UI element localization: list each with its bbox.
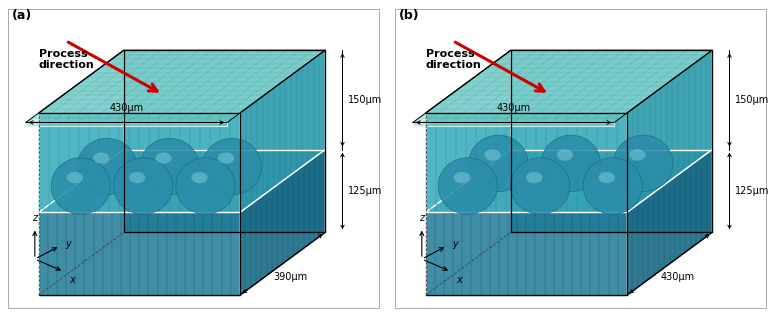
Polygon shape bbox=[240, 50, 325, 212]
Polygon shape bbox=[426, 149, 712, 212]
Ellipse shape bbox=[614, 135, 673, 192]
Text: 150μm: 150μm bbox=[348, 95, 382, 105]
Text: 125μm: 125μm bbox=[348, 186, 382, 196]
Text: 430μm: 430μm bbox=[496, 103, 531, 113]
Polygon shape bbox=[511, 50, 712, 149]
Text: z: z bbox=[33, 213, 37, 223]
Ellipse shape bbox=[202, 138, 262, 195]
Text: 150μm: 150μm bbox=[735, 95, 769, 105]
Text: Process
direction: Process direction bbox=[39, 49, 94, 70]
Ellipse shape bbox=[526, 172, 543, 183]
Text: 125μm: 125μm bbox=[735, 186, 769, 196]
Ellipse shape bbox=[485, 149, 501, 160]
Polygon shape bbox=[426, 212, 627, 295]
Ellipse shape bbox=[629, 149, 646, 160]
Polygon shape bbox=[413, 50, 712, 122]
Ellipse shape bbox=[93, 152, 109, 164]
Ellipse shape bbox=[67, 172, 83, 183]
Text: y: y bbox=[452, 239, 457, 249]
Polygon shape bbox=[39, 212, 240, 295]
Polygon shape bbox=[124, 50, 325, 149]
Ellipse shape bbox=[156, 152, 172, 164]
Text: y: y bbox=[65, 239, 70, 249]
Ellipse shape bbox=[438, 158, 498, 214]
Polygon shape bbox=[39, 149, 325, 212]
Polygon shape bbox=[26, 50, 325, 122]
Text: 430μm: 430μm bbox=[109, 103, 144, 113]
Ellipse shape bbox=[51, 158, 111, 214]
Polygon shape bbox=[124, 149, 325, 232]
Polygon shape bbox=[26, 122, 228, 126]
Ellipse shape bbox=[454, 172, 470, 183]
Ellipse shape bbox=[140, 138, 199, 195]
Ellipse shape bbox=[469, 135, 528, 192]
Text: x: x bbox=[456, 275, 461, 285]
Ellipse shape bbox=[191, 172, 207, 183]
Polygon shape bbox=[426, 50, 511, 212]
Ellipse shape bbox=[541, 135, 601, 192]
Ellipse shape bbox=[583, 158, 642, 214]
Text: (a): (a) bbox=[12, 9, 32, 22]
Ellipse shape bbox=[511, 158, 570, 214]
Polygon shape bbox=[627, 50, 712, 212]
Text: (b): (b) bbox=[399, 9, 420, 22]
Text: x: x bbox=[69, 275, 74, 285]
Polygon shape bbox=[39, 113, 240, 212]
Text: Process
direction: Process direction bbox=[426, 49, 481, 70]
Ellipse shape bbox=[77, 138, 137, 195]
Ellipse shape bbox=[114, 158, 173, 214]
Text: 430μm: 430μm bbox=[660, 272, 694, 282]
Polygon shape bbox=[627, 149, 712, 295]
Polygon shape bbox=[426, 113, 627, 212]
Polygon shape bbox=[413, 122, 615, 126]
Text: 390μm: 390μm bbox=[273, 272, 307, 282]
Ellipse shape bbox=[598, 172, 615, 183]
Ellipse shape bbox=[176, 158, 235, 214]
Text: z: z bbox=[420, 213, 424, 223]
Polygon shape bbox=[39, 50, 124, 212]
Ellipse shape bbox=[129, 172, 146, 183]
Ellipse shape bbox=[557, 149, 573, 160]
Polygon shape bbox=[511, 149, 712, 232]
Ellipse shape bbox=[217, 152, 234, 164]
Polygon shape bbox=[240, 149, 325, 295]
